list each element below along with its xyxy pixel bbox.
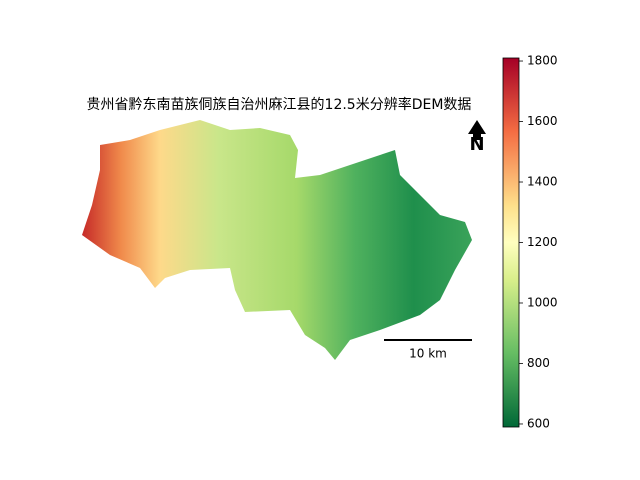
map-title: 贵州省黔东南苗族侗族自治州麻江县的12.5米分辨率DEM数据 [87, 96, 472, 113]
scale-bar-label: 10 km [409, 347, 447, 361]
colorbar-ticks: 600 800 1000 1200 1400 1600 1800 [519, 54, 558, 430]
colorbar-tick-label: 800 [527, 356, 550, 370]
north-arrow-head [468, 120, 486, 140]
colorbar-tick-label: 1800 [527, 54, 558, 68]
colorbar-tick-label: 600 [527, 416, 550, 430]
north-arrow: N [468, 120, 486, 155]
colorbar-tick-label: 1200 [527, 235, 558, 249]
dem-raster [82, 120, 472, 360]
colorbar-tick-label: 1000 [527, 295, 558, 309]
north-label: N [469, 134, 484, 155]
colorbar-tick-label: 1400 [527, 175, 558, 189]
colorbar [502, 57, 520, 428]
colorbar-tick-label: 1600 [527, 114, 558, 128]
